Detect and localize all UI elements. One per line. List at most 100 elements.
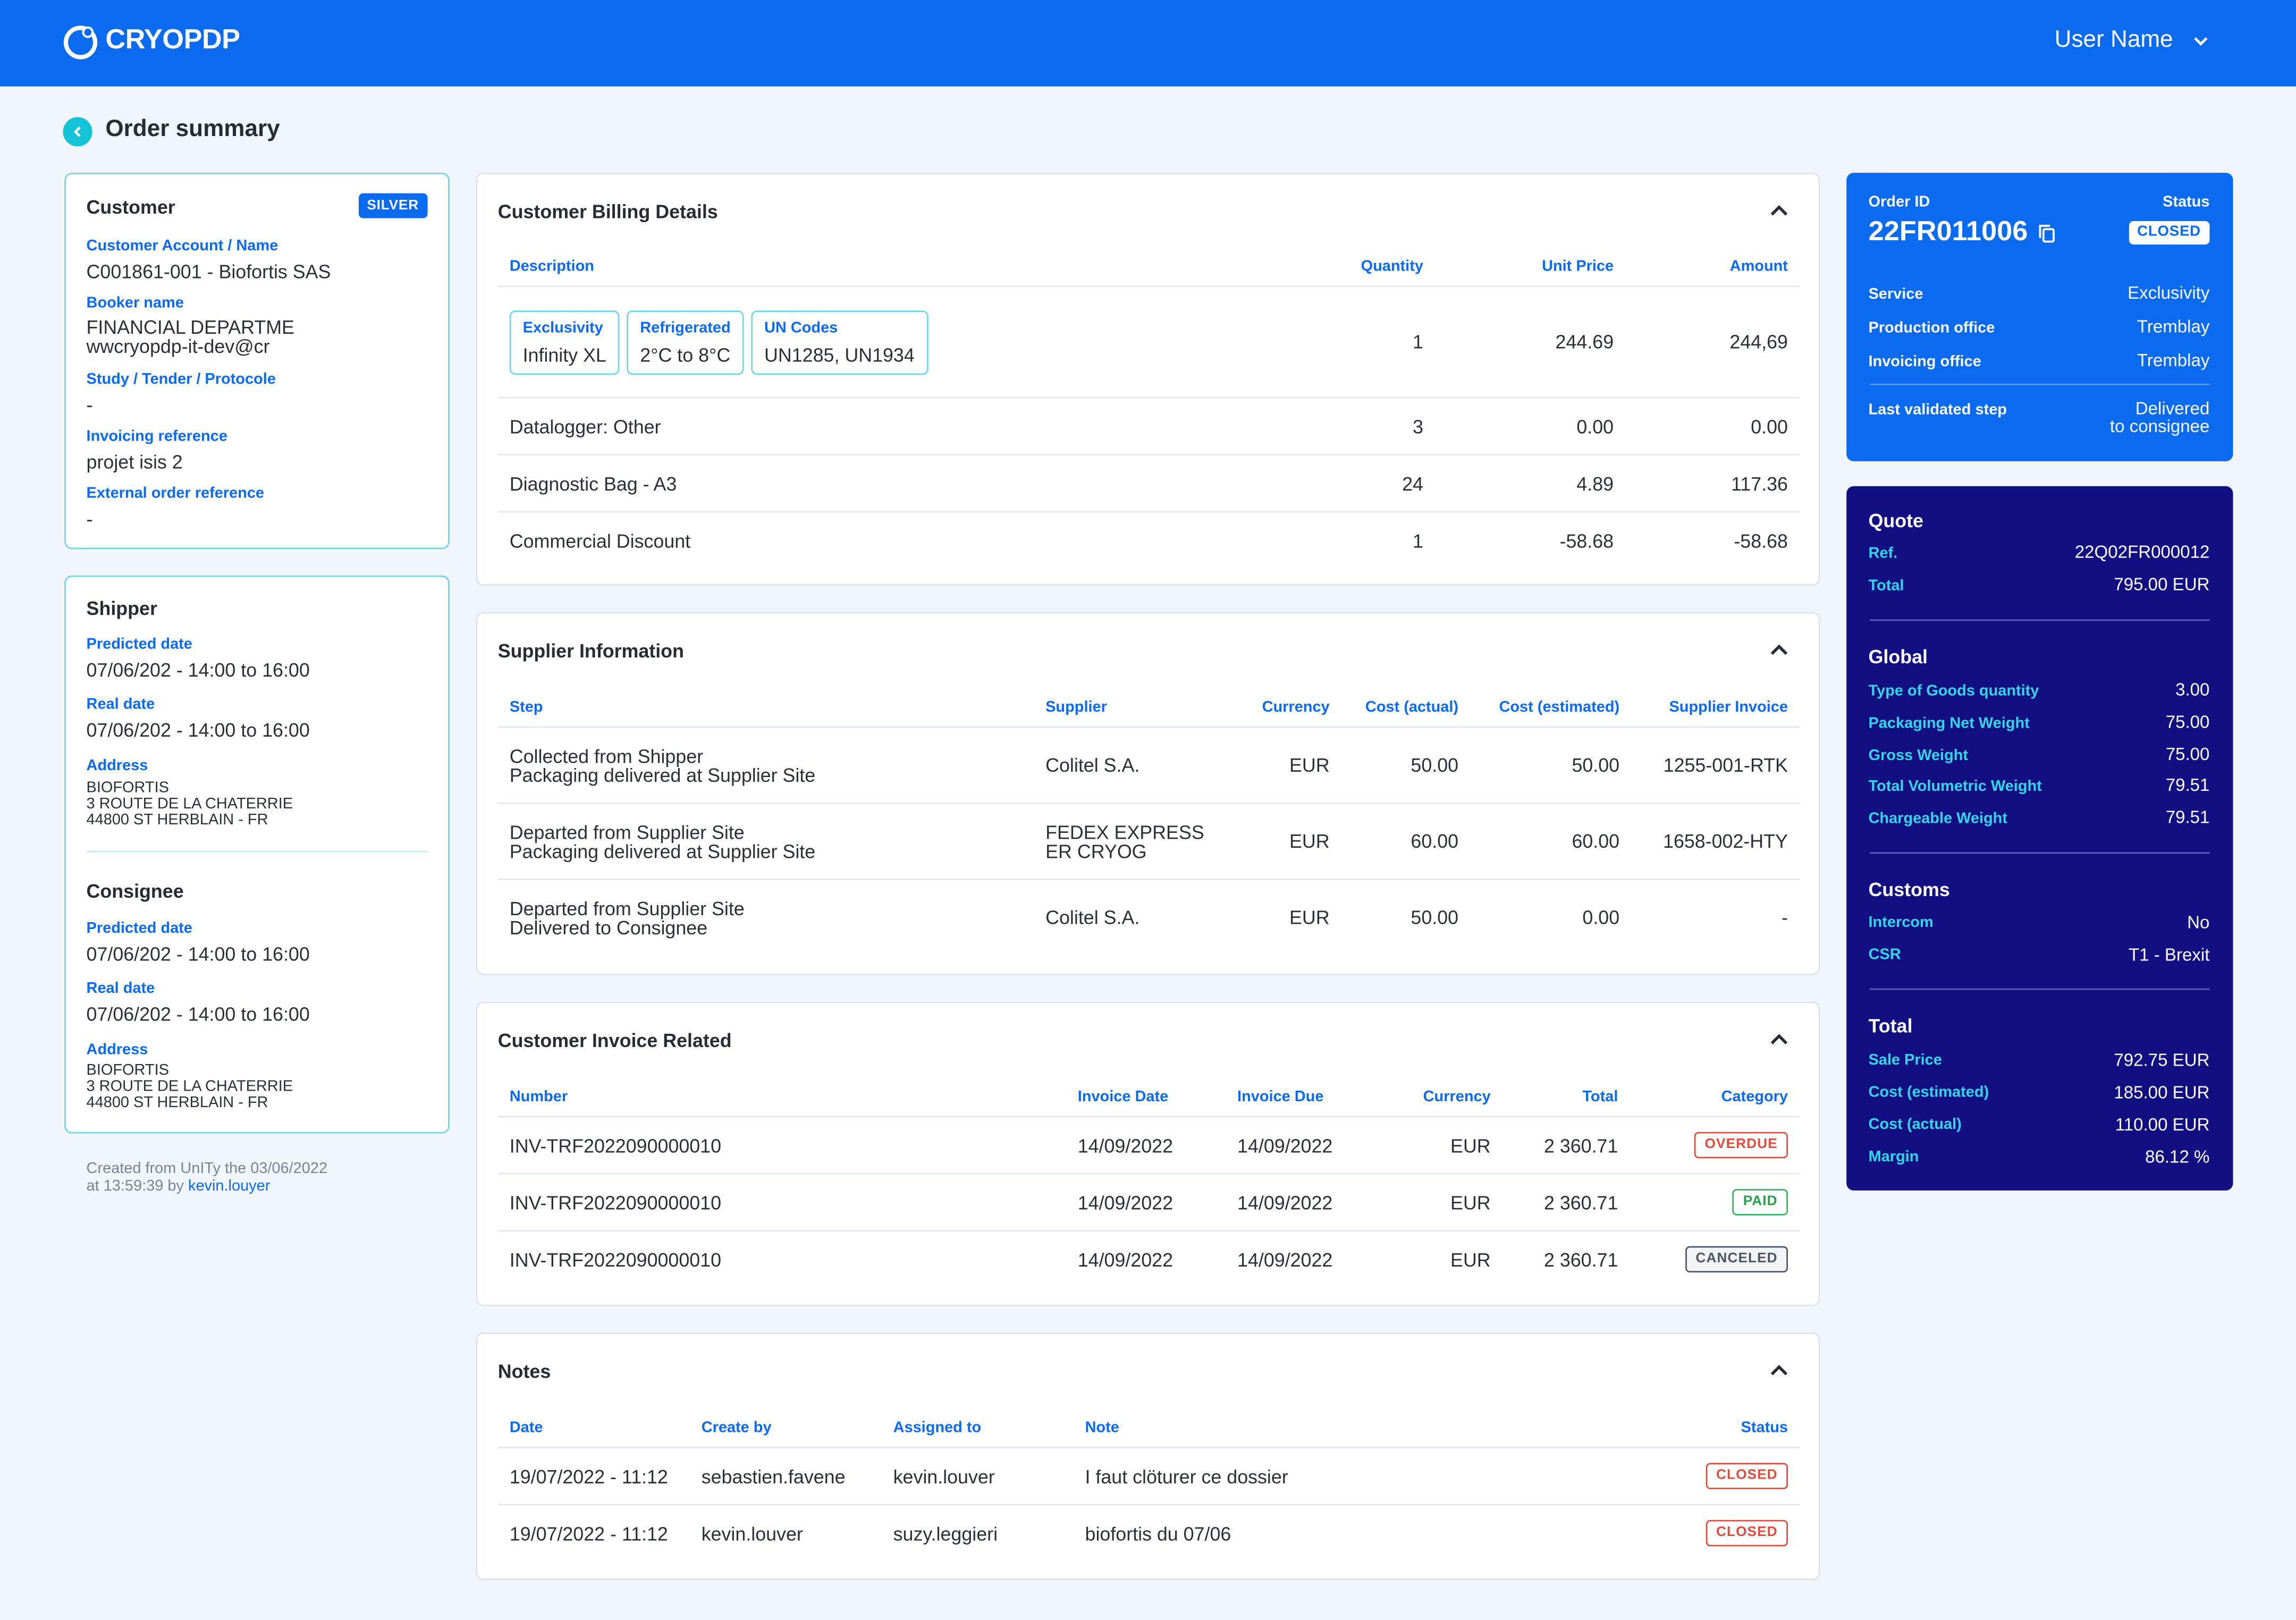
last-step-line: to consignee	[2109, 416, 2210, 437]
status-badge: CLOSED	[1706, 1520, 1788, 1547]
shipper-predicted-label: Predicted date	[86, 635, 192, 653]
cell-amount: 244,69	[1625, 286, 1800, 399]
customer-account-label: Customer Account / Name	[86, 237, 278, 255]
customs-value: T1 - Brexit	[2128, 944, 2210, 965]
customs-value: No	[2187, 912, 2210, 933]
col-cost-actual[interactable]: Cost (actual)	[1341, 688, 1471, 728]
cell-description: Commercial Discount	[509, 529, 691, 552]
col-invoice-due[interactable]: Invoice Due	[1226, 1077, 1386, 1118]
col-quantity[interactable]: Quantity	[1288, 247, 1435, 287]
cell-currency: EUR	[1385, 1174, 1502, 1232]
col-number[interactable]: Number	[497, 1077, 1066, 1118]
production-office-label: Production office	[1868, 319, 1995, 337]
col-invoice-date[interactable]: Invoice Date	[1066, 1077, 1226, 1118]
customer-title: Customer	[86, 196, 175, 218]
cell-invoice-date: 14/09/2022	[1077, 1248, 1174, 1271]
shipper-consignee-card: Shipper Predicted date 07/06/202 - 14:00…	[64, 575, 450, 1134]
col-total[interactable]: Total	[1502, 1077, 1630, 1118]
customs-label: Intercom	[1868, 914, 1934, 932]
cell-note: I faut clöturer ce dossier	[1073, 1447, 1630, 1506]
created-at: at 13:59:39 by kevin.louyer	[87, 1177, 328, 1195]
consignee-real-label: Real date	[86, 980, 155, 998]
col-assigned-to[interactable]: Assigned to	[881, 1408, 1074, 1448]
cell-unit-price: 0.00	[1434, 398, 1626, 455]
totals-value: 185.00 EUR	[2114, 1082, 2210, 1103]
step-line: Departed from Supplier Site	[509, 821, 745, 843]
col-currency[interactable]: Currency	[1238, 688, 1341, 728]
cell-category: CANCELED	[1630, 1231, 1800, 1288]
table-row[interactable]: INV-TRF2022090000010 14/09/2022 14/09/20…	[497, 1174, 1800, 1232]
totals-label: Cost (estimated)	[1868, 1083, 1989, 1101]
table-row[interactable]: 19/07/2022 - 11:12 kevin.louver suzy.leg…	[498, 1505, 1800, 1562]
study-value: -	[86, 394, 93, 416]
user-name: User Name	[2054, 28, 2173, 53]
table-row[interactable]: INV-TRF2022090000010 14/09/2022 14/09/20…	[497, 1116, 1800, 1175]
table-row: Datalogger: Other 3 0.00 0.00	[497, 398, 1800, 455]
divider	[1870, 619, 2210, 621]
cell-number: INV-TRF2022090000010	[497, 1116, 1066, 1175]
table-row[interactable]: INV-TRF2022090000010 14/09/2022 14/09/20…	[498, 1231, 1800, 1288]
cell-description: Datalogger: Other	[497, 398, 1289, 455]
back-button[interactable]	[63, 117, 92, 147]
user-menu[interactable]: User Name	[2055, 28, 2211, 54]
cell-number: INV-TRF2022090000010	[509, 1248, 722, 1271]
billing-card: Customer Billing Details Description Qua…	[476, 173, 1820, 586]
col-category[interactable]: Category	[1630, 1077, 1800, 1118]
collapse-icon[interactable]	[1769, 1360, 1789, 1381]
cell-supplier-invoice: 1658-002-HTY	[1631, 803, 1800, 880]
billing-table: Description Quantity Unit Price Amount E…	[497, 247, 1800, 569]
created-by-link[interactable]: kevin.louyer	[188, 1177, 271, 1195]
cell-quantity: 1	[1288, 286, 1435, 399]
col-status[interactable]: Status	[1630, 1408, 1800, 1448]
cell-quantity: 1	[1413, 529, 1423, 552]
step-line: Packaging delivered at Supplier Site	[509, 763, 816, 786]
divider	[1870, 988, 2210, 990]
cell-cost-estimated: 0.00	[1582, 907, 1620, 929]
cell-invoice-due: 14/09/2022	[1226, 1116, 1386, 1175]
table-row[interactable]: 19/07/2022 - 11:12 sebastien.favene kevi…	[497, 1447, 1800, 1506]
booker-name-label: Booker name	[86, 294, 184, 312]
cell-currency: EUR	[1450, 1248, 1491, 1271]
col-unit-price[interactable]: Unit Price	[1434, 247, 1626, 287]
cell-category: OVERDUE	[1630, 1116, 1800, 1175]
col-created-by[interactable]: Create by	[689, 1408, 882, 1448]
exclusivity-chip: Exclusivity Infinity XL	[509, 309, 620, 374]
app-logo[interactable]: CRYOPDP	[62, 22, 240, 60]
consignee-predicted-value: 07/06/202 - 14:00 to 16:00	[86, 943, 310, 965]
col-note[interactable]: Note	[1073, 1408, 1630, 1448]
collapse-icon[interactable]	[1769, 640, 1789, 661]
col-supplier-invoice[interactable]: Supplier Invoice	[1631, 688, 1800, 728]
cell-total: 2 360.71	[1543, 1248, 1618, 1271]
global-value: 75.00	[2165, 744, 2210, 765]
cell-date: 19/07/2022 - 11:12	[497, 1447, 690, 1506]
table-row: Collected from Shipper Packaging delivere…	[497, 727, 1800, 804]
col-currency[interactable]: Currency	[1385, 1077, 1502, 1118]
col-step[interactable]: Step	[497, 688, 1034, 728]
table-header-row: Description Quantity Unit Price Amount	[497, 247, 1800, 287]
collapse-icon[interactable]	[1769, 1030, 1789, 1050]
col-supplier[interactable]: Supplier	[1034, 688, 1239, 728]
consignee-address-line: 44800 ST HERBLAIN - FR	[86, 1094, 268, 1112]
cell-total: 2 360.71	[1502, 1174, 1630, 1232]
step-line: Packaging delivered at Supplier Site	[509, 840, 816, 862]
col-amount[interactable]: Amount	[1625, 247, 1800, 287]
quote-ref-label: Ref.	[1868, 544, 1898, 562]
cell-status: CLOSED	[1630, 1447, 1800, 1506]
collapse-icon[interactable]	[1769, 200, 1789, 221]
col-cost-estimated[interactable]: Cost (estimated)	[1470, 688, 1632, 728]
order-panel: Order ID Status 22FR011006 CLOSED Servic…	[1846, 173, 2233, 461]
supplier-line: ER CRYOG	[1045, 840, 1147, 862]
consignee-address-line: BIOFORTIS	[86, 1061, 169, 1079]
step-line: Delivered to Consignee	[509, 916, 708, 939]
cell-total: 2 360.71	[1502, 1116, 1630, 1175]
totals-title: Total	[1868, 1015, 1913, 1037]
cell-unit-price: 4.89	[1434, 454, 1626, 513]
col-description[interactable]: Description	[497, 247, 1289, 287]
col-date[interactable]: Date	[497, 1408, 690, 1448]
quote-ref-value: 22Q02FR000012	[2074, 542, 2210, 562]
copy-icon[interactable]	[2038, 224, 2056, 243]
table-row: Exclusivity Infinity XL Refrigerated 2°C to…	[497, 286, 1800, 399]
chip-value: 2°C to 8°C	[640, 343, 731, 366]
supplier-title: Supplier Information	[497, 639, 684, 662]
cell-invoice-due: 14/09/2022	[1226, 1174, 1386, 1232]
